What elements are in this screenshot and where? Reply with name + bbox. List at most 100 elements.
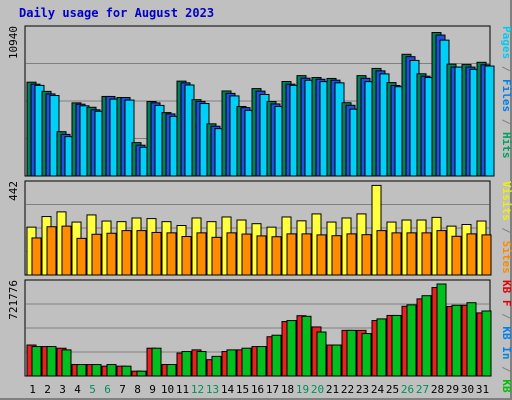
day-label-19: 19 bbox=[296, 383, 309, 396]
bar-sites-day-22 bbox=[346, 233, 357, 276]
bar-sites-day-28 bbox=[436, 230, 447, 276]
panel-1-max-label: 10940 bbox=[7, 26, 20, 59]
bar-kb-out-day-24 bbox=[376, 318, 387, 377]
bar-kb-out-day-13 bbox=[211, 355, 222, 377]
bar-kb-out-day-12 bbox=[196, 351, 207, 377]
bar-kb-out-day-8 bbox=[136, 370, 147, 377]
day-label-13: 13 bbox=[206, 383, 219, 396]
bar-kb-out-day-22 bbox=[346, 329, 357, 377]
day-label-16: 16 bbox=[251, 383, 264, 396]
bar-kb-out-day-25 bbox=[391, 314, 402, 377]
bar-kb-out-day-28 bbox=[436, 283, 447, 377]
day-label-25: 25 bbox=[386, 383, 399, 396]
legend-item: / bbox=[500, 360, 512, 380]
bar-sites-day-5 bbox=[91, 233, 102, 276]
day-label-1: 1 bbox=[29, 383, 36, 396]
bar-sites-day-1 bbox=[31, 237, 42, 276]
legend-item: Pages bbox=[500, 26, 512, 59]
bar-sites-day-18 bbox=[286, 233, 297, 276]
day-label-6: 6 bbox=[104, 383, 111, 396]
legend-item: KB In bbox=[500, 326, 512, 359]
day-label-28: 28 bbox=[431, 383, 444, 396]
bar-kb-out-day-29 bbox=[451, 304, 462, 377]
bar-kb-out-day-20 bbox=[316, 331, 327, 377]
day-label-8: 8 bbox=[134, 383, 141, 396]
legend-item: Sites bbox=[500, 241, 512, 274]
bar-kb-out-day-11 bbox=[181, 351, 192, 377]
bar-kb-out-day-30 bbox=[466, 302, 477, 377]
day-label-4: 4 bbox=[74, 383, 81, 396]
bar-kb-out-day-31 bbox=[481, 310, 492, 377]
bar-kb-out-day-21 bbox=[331, 344, 342, 377]
day-label-14: 14 bbox=[221, 383, 235, 396]
bar-kb-out-day-6 bbox=[106, 364, 117, 377]
day-label-17: 17 bbox=[266, 383, 279, 396]
bar-kb-out-day-16 bbox=[256, 346, 267, 377]
bar-sites-day-7 bbox=[121, 230, 132, 276]
bar-sites-day-21 bbox=[331, 235, 342, 276]
legend-item: Files bbox=[500, 79, 512, 112]
bar-sites-day-12 bbox=[196, 232, 207, 276]
day-label-3: 3 bbox=[59, 383, 66, 396]
day-label-2: 2 bbox=[44, 383, 51, 396]
panel-3-max-label: 721776 bbox=[7, 280, 20, 320]
day-label-23: 23 bbox=[356, 383, 369, 396]
panel-2-max-label: 442 bbox=[7, 181, 20, 201]
bar-sites-day-9 bbox=[151, 231, 162, 276]
day-label-9: 9 bbox=[149, 383, 156, 396]
day-label-20: 20 bbox=[311, 383, 324, 396]
bar-kb-out-day-15 bbox=[241, 347, 252, 377]
bar-kb-out-day-10 bbox=[166, 364, 177, 377]
bar-sites-day-26 bbox=[406, 232, 417, 276]
bar-sites-day-15 bbox=[241, 233, 252, 276]
bar-sites-day-24 bbox=[376, 230, 387, 276]
bar-kb-out-day-2 bbox=[46, 346, 57, 377]
day-label-21: 21 bbox=[326, 383, 339, 396]
legend-item: / bbox=[500, 59, 512, 79]
bar-kb-out-day-1 bbox=[31, 346, 42, 377]
bar-kb-out-day-17 bbox=[271, 334, 282, 377]
bar-pages-day-31 bbox=[484, 65, 495, 177]
day-label-10: 10 bbox=[161, 383, 174, 396]
bar-kb-out-day-9 bbox=[151, 347, 162, 377]
bar-sites-day-23 bbox=[361, 234, 372, 276]
bar-kb-out-day-19 bbox=[301, 315, 312, 377]
bar-sites-day-4 bbox=[76, 237, 87, 276]
bar-sites-day-8 bbox=[136, 230, 147, 276]
bar-sites-day-3 bbox=[61, 225, 72, 276]
bar-sites-day-10 bbox=[166, 232, 177, 276]
bar-sites-day-2 bbox=[46, 226, 57, 276]
day-label-24: 24 bbox=[371, 383, 385, 396]
bar-kb-out-day-5 bbox=[91, 364, 102, 377]
bar-sites-day-14 bbox=[226, 232, 237, 276]
bar-kb-out-day-3 bbox=[61, 349, 72, 377]
bar-kb-out-day-26 bbox=[406, 304, 417, 377]
bar-sites-day-6 bbox=[106, 232, 117, 276]
bar-kb-out-day-14 bbox=[226, 349, 237, 377]
day-label-31: 31 bbox=[476, 383, 489, 396]
bar-sites-day-19 bbox=[301, 233, 312, 276]
panel-3-legend: KB F / KB In / KB Out bbox=[500, 280, 512, 400]
day-label-30: 30 bbox=[461, 383, 474, 396]
bar-kb-out-day-4 bbox=[76, 364, 87, 377]
bar-sites-day-31 bbox=[481, 234, 492, 276]
bar-sites-day-17 bbox=[271, 236, 282, 276]
day-label-12: 12 bbox=[191, 383, 204, 396]
chart-title: Daily usage for August 2023 bbox=[19, 6, 215, 20]
legend-item: / bbox=[500, 307, 512, 327]
day-label-15: 15 bbox=[236, 383, 249, 396]
day-label-29: 29 bbox=[446, 383, 459, 396]
day-label-27: 27 bbox=[416, 383, 429, 396]
bar-sites-day-20 bbox=[316, 234, 327, 276]
day-label-26: 26 bbox=[401, 383, 414, 396]
bar-sites-day-30 bbox=[466, 233, 477, 276]
bar-pages-day-7 bbox=[124, 99, 135, 177]
day-label-5: 5 bbox=[89, 383, 96, 396]
bar-sites-day-11 bbox=[181, 236, 192, 276]
day-label-7: 7 bbox=[119, 383, 126, 396]
panel-1-legend: Pages / Files / Hits bbox=[500, 26, 512, 159]
bar-sites-day-27 bbox=[421, 232, 432, 276]
legend-item: KB Out bbox=[500, 379, 512, 400]
bar-sites-day-16 bbox=[256, 235, 267, 276]
